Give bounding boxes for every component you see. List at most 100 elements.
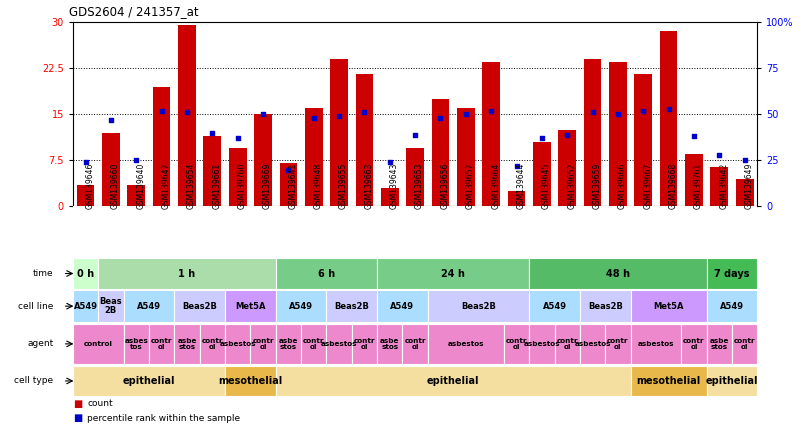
Text: GSM139667: GSM139667 (643, 163, 652, 209)
Text: asbestos: asbestos (321, 341, 357, 347)
Text: GSM139642: GSM139642 (719, 163, 728, 209)
Bar (356, 75, 373, 206)
Bar (584, 59, 602, 206)
Text: GSM139648: GSM139648 (313, 163, 322, 209)
Text: GSM139646: GSM139646 (86, 163, 95, 209)
Point (333, 113, 346, 120)
Text: GSM139654: GSM139654 (187, 163, 196, 209)
Text: epithelial: epithelial (122, 376, 175, 386)
Bar (631, 290, 706, 322)
Text: A549: A549 (137, 301, 161, 311)
Bar (504, 324, 529, 364)
Bar (275, 324, 301, 364)
Bar (605, 324, 631, 364)
Text: ■: ■ (73, 413, 82, 423)
Bar (225, 290, 275, 322)
Point (358, 109, 371, 116)
Bar (428, 290, 529, 322)
Text: GSM139661: GSM139661 (212, 163, 221, 209)
Text: contr
ol: contr ol (303, 337, 325, 350)
Bar (199, 324, 225, 364)
Text: count: count (87, 399, 113, 408)
Text: Beas
2B: Beas 2B (100, 297, 122, 316)
Text: A549: A549 (720, 301, 744, 311)
Bar (254, 115, 272, 206)
Text: contr
ol: contr ol (252, 337, 274, 350)
Point (662, 105, 675, 112)
Point (257, 111, 270, 118)
Point (510, 163, 523, 170)
Text: GDS2604 / 241357_at: GDS2604 / 241357_at (69, 5, 198, 18)
Point (738, 157, 751, 164)
Bar (529, 258, 706, 289)
Point (586, 109, 599, 116)
Text: epithelial: epithelial (706, 376, 758, 386)
Bar (228, 148, 246, 206)
Bar (508, 191, 526, 206)
Bar (529, 290, 580, 322)
Text: contr
ol: contr ol (734, 337, 756, 350)
Bar (428, 324, 504, 364)
Bar (706, 290, 757, 322)
Point (434, 115, 447, 122)
Bar (457, 108, 475, 206)
Bar (381, 188, 399, 206)
Bar (580, 290, 631, 322)
Bar (330, 59, 348, 206)
Bar (174, 324, 199, 364)
Text: GSM139653: GSM139653 (415, 163, 424, 209)
Text: contr
ol: contr ol (556, 337, 578, 350)
Bar (225, 324, 250, 364)
Text: asbestos: asbestos (523, 341, 561, 347)
Text: GSM139644: GSM139644 (517, 163, 526, 209)
Text: GSM139641: GSM139641 (288, 163, 297, 209)
Text: 1 h: 1 h (178, 269, 195, 278)
Text: asbe
stos: asbe stos (380, 337, 399, 350)
Text: Beas2B: Beas2B (588, 301, 623, 311)
Bar (403, 324, 428, 364)
Text: contr
ol: contr ol (151, 337, 173, 350)
Text: GSM139640: GSM139640 (136, 163, 145, 209)
Text: cell line: cell line (18, 301, 53, 311)
Bar (631, 324, 681, 364)
Bar (432, 99, 450, 206)
Bar (609, 62, 627, 206)
Text: Beas2B: Beas2B (182, 301, 217, 311)
Text: contr
ol: contr ol (683, 337, 705, 350)
Bar (77, 185, 95, 206)
Bar (73, 324, 124, 364)
Bar (555, 324, 580, 364)
Bar (250, 324, 275, 364)
Text: ■: ■ (73, 399, 82, 408)
Text: epithelial: epithelial (427, 376, 480, 386)
Text: 7 days: 7 days (714, 269, 750, 278)
Bar (73, 258, 98, 289)
Bar (735, 179, 753, 206)
Text: GSM139657: GSM139657 (466, 163, 475, 209)
Point (79, 159, 92, 166)
Point (459, 111, 472, 118)
Text: asbes
tos: asbes tos (125, 337, 148, 350)
Bar (124, 290, 174, 322)
Text: asbestos: asbestos (637, 341, 674, 347)
Text: GSM139645: GSM139645 (542, 163, 551, 209)
Bar (533, 142, 551, 206)
Text: GSM139668: GSM139668 (668, 163, 678, 209)
Text: GSM139760: GSM139760 (237, 163, 247, 209)
Text: asbestos: asbestos (574, 341, 611, 347)
Text: GSM139655: GSM139655 (339, 163, 348, 209)
Bar (124, 324, 149, 364)
Bar (98, 290, 124, 322)
Text: contr
ol: contr ol (404, 337, 426, 350)
Bar (685, 154, 703, 206)
Text: GSM139649: GSM139649 (744, 163, 753, 209)
Bar (127, 185, 145, 206)
Text: time: time (33, 269, 53, 278)
Bar (482, 62, 500, 206)
Bar (73, 290, 98, 322)
Bar (275, 258, 377, 289)
Point (637, 107, 650, 114)
Text: contr
ol: contr ol (354, 337, 375, 350)
Bar (377, 258, 529, 289)
Point (156, 107, 168, 114)
